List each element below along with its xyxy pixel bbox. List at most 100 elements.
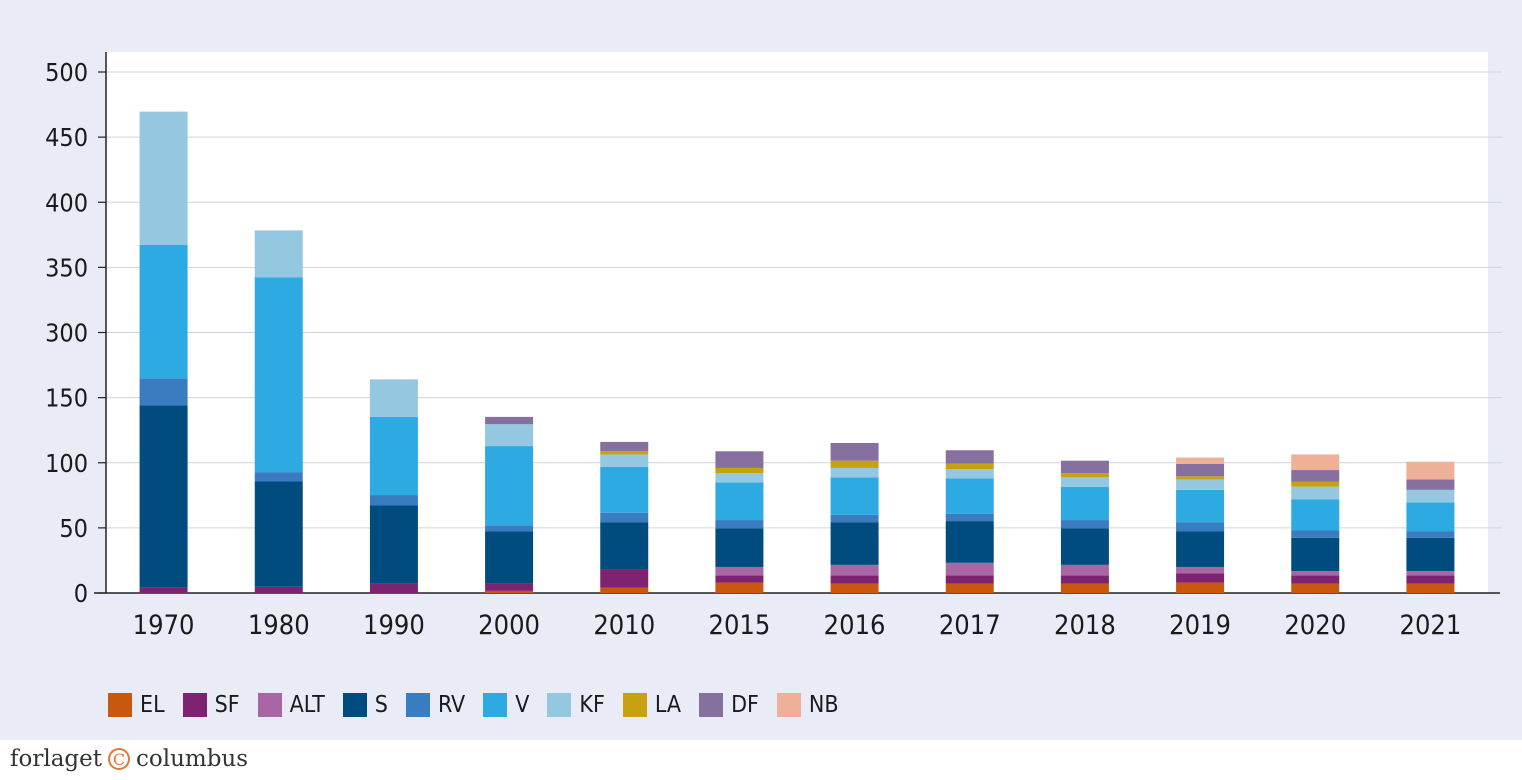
x-tick-label-2018: 2018: [1054, 610, 1116, 641]
legend-item-s: S: [342, 692, 388, 718]
legend-item-sf: SF: [182, 692, 240, 718]
legend-item-v: V: [483, 692, 529, 718]
bar-kf-2016: [830, 467, 879, 478]
bar-s-1980: [254, 481, 303, 587]
bar-s-2020: [1291, 537, 1340, 572]
bar-kf-2000: [485, 424, 534, 447]
bar-el-2010: [600, 587, 649, 593]
x-tick-label-2000: 2000: [478, 610, 540, 641]
bar-la-2020: [1291, 481, 1340, 487]
bar-v-2000: [485, 446, 534, 526]
legend-label: S: [374, 692, 388, 718]
bar-df-2021: [1406, 479, 1455, 490]
bar-nb-2019: [1176, 457, 1225, 464]
legend-item-el: EL: [108, 692, 165, 718]
legend-item-la: LA: [622, 692, 682, 718]
bar-v-2015: [715, 482, 764, 521]
bar-rv-2015: [715, 520, 764, 529]
bar-df-2020: [1291, 470, 1340, 482]
bar-rv-2019: [1176, 522, 1225, 532]
x-tick-label-1980: 1980: [248, 610, 310, 641]
bar-kf-2020: [1291, 486, 1340, 500]
bar-v-1970: [139, 244, 188, 379]
bar-rv-1970: [139, 378, 188, 406]
legend-swatch: [342, 693, 367, 717]
legend-item-kf: KF: [547, 692, 605, 718]
bar-rv-1990: [369, 495, 418, 506]
legend-swatch: [257, 693, 282, 717]
bar-v-1990: [369, 416, 418, 496]
bar-rv-2010: [600, 512, 649, 523]
plot-background: [106, 52, 1488, 593]
legend-swatch: [547, 693, 572, 717]
bar-s-2016: [830, 522, 879, 565]
x-tick-label-2019: 2019: [1169, 610, 1231, 641]
x-tick-label-2020: 2020: [1284, 610, 1346, 641]
legend-label: V: [515, 692, 530, 718]
bar-s-2018: [1060, 528, 1109, 565]
bar-kf-1980: [254, 230, 303, 278]
bar-alt-2017: [945, 562, 994, 576]
bar-sf-1980: [254, 586, 303, 593]
y-tick-label: 50: [59, 514, 88, 543]
legend-label: KF: [579, 692, 605, 718]
legend-label: EL: [140, 692, 165, 718]
bar-la-2017: [945, 463, 994, 470]
bar-kf-1990: [369, 379, 418, 417]
bar-sf-2010: [600, 569, 649, 588]
bar-s-2000: [485, 531, 534, 584]
bar-rv-2020: [1291, 530, 1340, 538]
stacked-bar-chart: 0 50 100 150 300 350 400 450 500 1970 1980 1990 2000…: [45, 52, 1502, 641]
bar-s-2010: [600, 522, 649, 570]
bar-v-2021: [1406, 502, 1455, 532]
legend-swatch: [699, 693, 724, 717]
brand-right: columbus: [136, 746, 249, 772]
bar-nb-2021: [1406, 461, 1455, 480]
bar-df-2016: [830, 442, 879, 461]
bar-la-2018: [1060, 473, 1109, 478]
x-tick-label-1990: 1990: [363, 610, 425, 641]
bar-v-1980: [254, 277, 303, 473]
x-tick-label-2017: 2017: [939, 610, 1001, 641]
legend-item-nb: NB: [776, 692, 839, 718]
bar-alt-2015: [715, 566, 764, 576]
legend-label: LA: [654, 692, 682, 718]
bar-s-2015: [715, 528, 764, 567]
legend-label: DF: [731, 692, 759, 718]
legend: EL SF ALT S RV V KF LA DF NB: [108, 690, 857, 720]
bar-sf-2000: [485, 583, 534, 591]
bar-kf-2015: [715, 473, 764, 483]
legend-swatch: [622, 693, 647, 717]
x-tick-label-1970: 1970: [133, 610, 195, 641]
bar-df-2015: [715, 451, 764, 468]
bar-la-2016: [830, 460, 879, 468]
bar-el-2016: [830, 583, 879, 593]
bar-df-2017: [945, 450, 994, 464]
legend-swatch: [776, 693, 801, 717]
bar-alt-2019: [1176, 566, 1225, 574]
bar-kf-2021: [1406, 489, 1455, 503]
bar-alt-2020: [1291, 571, 1340, 576]
bar-s-2017: [945, 521, 994, 563]
bar-sf-1970: [139, 587, 188, 593]
x-tick-label-2015: 2015: [709, 610, 771, 641]
legend-swatch: [108, 693, 132, 717]
legend-label: ALT: [289, 692, 325, 718]
legend-swatch: [405, 693, 430, 717]
y-tick-label: 350: [45, 253, 88, 282]
publisher-footer: forlaget C columbus: [10, 746, 248, 772]
bar-el-2017: [945, 583, 994, 593]
bar-el-2021: [1406, 583, 1455, 593]
bar-sf-2020: [1291, 575, 1340, 584]
bar-el-2020: [1291, 583, 1340, 593]
legend-item-df: DF: [699, 692, 759, 718]
bar-v-2019: [1176, 489, 1225, 523]
bar-v-2017: [945, 478, 994, 514]
bar-sf-1990: [369, 583, 418, 593]
bar-sf-2015: [715, 575, 764, 583]
copyright-icon: C: [108, 748, 130, 770]
legend-label: SF: [214, 692, 240, 718]
bar-df-2010: [600, 441, 649, 452]
x-tick-label-2010: 2010: [593, 610, 655, 641]
bar-la-2019: [1176, 476, 1225, 480]
